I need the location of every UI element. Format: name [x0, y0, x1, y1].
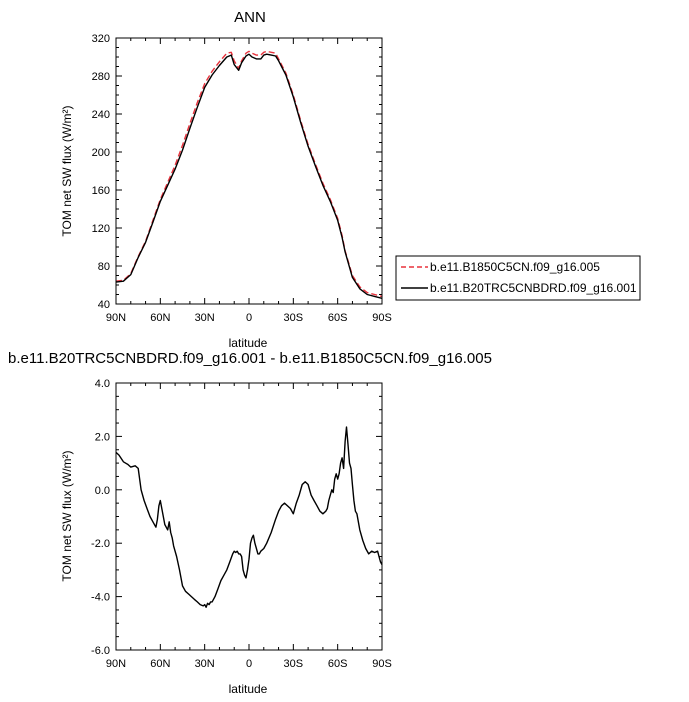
- top-plot-frame: [115, 37, 383, 305]
- y-tick-label: 320: [92, 33, 110, 45]
- y-tick-label: 280: [92, 71, 110, 83]
- series-line-2: [115, 53, 383, 299]
- y-tick-label: 4.0: [95, 378, 110, 390]
- top-panel: ANN 40 80 120 160 200 240 280 320 90N 60N 30N 0 30S…: [60, 9, 641, 350]
- y-tick-label: 200: [92, 147, 110, 159]
- x-tick-label: 60N: [150, 658, 170, 670]
- x-tick-label: 60S: [328, 312, 348, 324]
- x-tick-label: 60S: [328, 658, 348, 670]
- top-x-ticks: 90N 60N 30N 0 30S 60S 90S: [106, 38, 392, 324]
- x-tick-label: 90N: [106, 658, 126, 670]
- x-tick-label: 90N: [106, 312, 126, 324]
- top-x-axis-label: latitude: [229, 336, 268, 350]
- y-tick-label: 80: [98, 261, 110, 273]
- x-tick-label: 30N: [195, 658, 215, 670]
- y-tick-label: 160: [92, 185, 110, 197]
- y-tick-label: 40: [98, 299, 110, 311]
- y-tick-label: -6.0: [91, 645, 110, 657]
- x-tick-label: 60N: [150, 312, 170, 324]
- bottom-y-axis-label: TOM net SW flux (W/m²): [60, 450, 74, 581]
- legend-label-series-1: b.e11.B1850C5CN.f09_g16.005: [430, 260, 600, 274]
- x-tick-label: 30N: [195, 312, 215, 324]
- x-tick-label: 30S: [284, 312, 304, 324]
- y-tick-label: 0.0: [95, 485, 110, 497]
- bottom-y-ticks: -6.0 -4.0 -2.0 0.0 2.0 4.0: [91, 378, 382, 657]
- x-tick-label: 0: [246, 658, 252, 670]
- top-legend: b.e11.B1850C5CN.f09_g16.005 b.e11.B20TRC…: [395, 255, 641, 301]
- x-tick-label: 90S: [372, 312, 392, 324]
- y-tick-label: -4.0: [91, 592, 110, 604]
- x-tick-label: 30S: [284, 658, 304, 670]
- x-tick-label: 90S: [372, 658, 392, 670]
- bottom-chart-title: b.e11.B20TRC5CNBDRD.f09_g16.001 - b.e11.…: [8, 350, 492, 367]
- bottom-plot-frame: [115, 382, 383, 651]
- x-tick-label: 0: [246, 312, 252, 324]
- legend-label-series-2: b.e11.B20TRC5CNBDRD.f09_g16.001: [430, 281, 637, 295]
- legend-box: [395, 255, 641, 301]
- y-tick-label: 120: [92, 223, 110, 235]
- y-tick-label: -2.0: [91, 538, 110, 550]
- bottom-series-lines: [115, 426, 383, 608]
- bottom-x-axis-label: latitude: [229, 682, 268, 696]
- series-line-1: [115, 50, 383, 298]
- bottom-x-ticks: 90N 60N 30N 0 30S 60S 90S: [106, 383, 392, 670]
- top-series-lines: [115, 50, 383, 299]
- y-tick-label: 2.0: [95, 431, 110, 443]
- top-y-axis-label: TOM net SW flux (W/m²): [60, 105, 74, 236]
- y-tick-label: 240: [92, 109, 110, 121]
- top-chart-title: ANN: [234, 9, 266, 26]
- bottom-panel: b.e11.B20TRC5CNBDRD.f09_g16.001 - b.e11.…: [8, 350, 492, 696]
- series-line-1: [115, 426, 383, 608]
